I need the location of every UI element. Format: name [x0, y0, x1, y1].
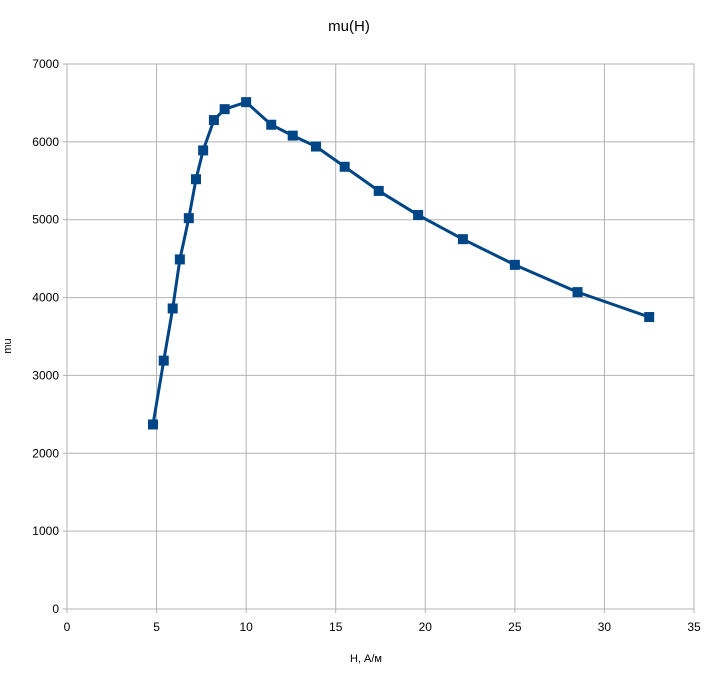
data-point — [147, 419, 158, 430]
data-point — [190, 174, 201, 185]
y-tick-label: 7000 — [32, 57, 59, 71]
x-axis-title: H, А/м — [350, 653, 382, 665]
data-point — [287, 130, 298, 141]
x-tick-label: 0 — [64, 620, 71, 634]
y-tick-label: 5000 — [32, 213, 59, 227]
y-tick-label: 6000 — [32, 135, 59, 149]
plot-area-frame — [66, 63, 695, 610]
data-point — [208, 115, 219, 126]
y-tick-label: 2000 — [32, 446, 59, 460]
data-point — [158, 355, 169, 366]
y-tick-label: 3000 — [32, 368, 59, 382]
series-line — [151, 100, 650, 425]
data-point — [509, 259, 520, 270]
data-point — [457, 234, 468, 245]
x-tick-label: 10 — [239, 620, 253, 634]
data-point — [644, 312, 655, 323]
series-markers — [147, 97, 655, 430]
tick-labels: 0 5 10 15 20 25 30 35 0 1000 2000 3000 4000 5000 6000 7… — [32, 57, 701, 634]
data-point — [219, 104, 230, 115]
data-point — [198, 145, 209, 156]
x-tick-label: 25 — [508, 620, 522, 634]
x-tick-label: 5 — [153, 620, 160, 634]
y-tick-label: 1000 — [32, 524, 59, 538]
data-point — [174, 254, 185, 265]
chart-title: mu(H) — [328, 18, 370, 35]
y-tick-label: 4000 — [32, 291, 59, 305]
data-point — [167, 303, 178, 314]
x-tick-label: 30 — [598, 620, 612, 634]
x-tick-label: 20 — [419, 620, 433, 634]
data-point — [413, 210, 424, 221]
data-point — [241, 97, 252, 108]
data-point — [339, 161, 350, 172]
y-axis-title: mu — [2, 338, 14, 353]
x-tick-label: 35 — [687, 620, 701, 634]
data-point — [311, 141, 322, 152]
data-point — [572, 287, 583, 298]
y-tick-label: 0 — [52, 602, 59, 616]
data-point — [183, 213, 194, 224]
data-point — [266, 119, 277, 130]
data-point — [373, 185, 384, 196]
x-tick-label: 15 — [329, 620, 343, 634]
